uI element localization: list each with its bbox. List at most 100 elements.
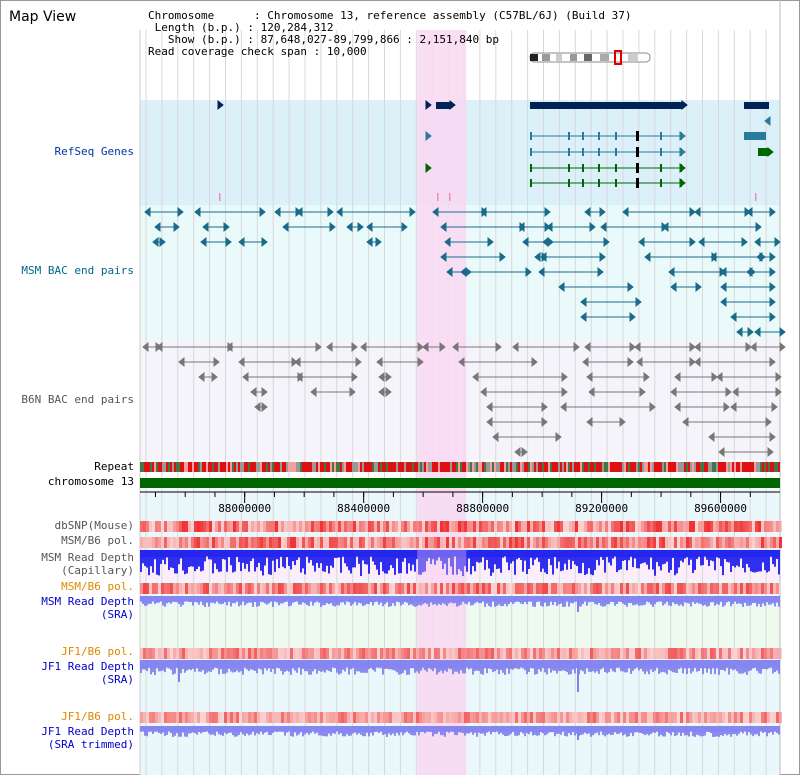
heat-cell xyxy=(152,537,155,548)
depth-bar xyxy=(356,550,358,557)
depth-bar xyxy=(280,596,282,604)
depth-bar xyxy=(434,550,436,565)
depth-bar xyxy=(536,660,538,675)
heat-cell xyxy=(479,537,482,548)
heat-cell xyxy=(779,648,782,659)
heat-cell xyxy=(734,712,737,723)
depth-bar xyxy=(744,550,746,573)
depth-bar xyxy=(768,726,770,734)
track-label-jf1-b6-pol-2[interactable]: JF1/B6 pol. xyxy=(61,710,134,723)
depth-bar xyxy=(732,550,734,566)
repeat-element xyxy=(690,462,692,472)
track-label-jf1-depth-sra[interactable]: JF1 Read Depth xyxy=(41,660,134,673)
heat-cell xyxy=(491,648,494,659)
feature-arrow xyxy=(589,221,596,233)
depth-bar xyxy=(538,726,540,736)
depth-bar xyxy=(636,596,638,605)
heat-cell xyxy=(290,648,293,659)
repeat-element xyxy=(308,462,310,472)
track-label-b6n-bac[interactable]: B6N BAC end pairs xyxy=(21,393,134,406)
heat-cell xyxy=(641,583,644,594)
heat-cell xyxy=(323,521,326,532)
depth-bar xyxy=(628,596,630,604)
depth-bar xyxy=(328,550,330,574)
depth-bar xyxy=(704,596,706,605)
depth-bar xyxy=(430,660,432,670)
track-label-refseq-genes[interactable]: RefSeq Genes xyxy=(54,145,134,158)
show-key: Show (b.p.) xyxy=(167,33,241,46)
depth-bar xyxy=(536,596,538,602)
repeat-element xyxy=(680,462,682,472)
track-label-chromosome[interactable]: chromosome 13 xyxy=(47,475,134,488)
heat-cell xyxy=(263,537,266,548)
heat-cell xyxy=(596,712,599,723)
heat-cell xyxy=(557,521,560,532)
track-label-msm-bac[interactable]: MSM BAC end pairs xyxy=(21,264,134,277)
heat-cell xyxy=(662,648,665,659)
track-label-dbsnp[interactable]: dbSNP(Mouse) xyxy=(54,519,134,532)
depth-bar xyxy=(380,660,382,668)
feature-arrow xyxy=(674,401,681,413)
depth-bar xyxy=(162,596,164,606)
depth-bar xyxy=(408,660,410,675)
heat-cell xyxy=(530,521,533,532)
heat-cell xyxy=(215,712,218,723)
repeat-element xyxy=(364,462,366,472)
depth-bar xyxy=(206,596,208,603)
depth-bar xyxy=(148,726,150,732)
heat-cell xyxy=(770,521,773,532)
depth-bar xyxy=(414,596,416,607)
depth-bar xyxy=(306,596,308,606)
heat-cell xyxy=(746,712,749,723)
depth-bar xyxy=(702,726,704,737)
depth-bar xyxy=(668,550,670,573)
depth-bar xyxy=(370,550,372,557)
depth-bar xyxy=(658,660,660,674)
repeat-element xyxy=(396,462,398,472)
track-label-msm-depth-sra[interactable]: MSM Read Depth xyxy=(41,595,134,608)
depth-bar xyxy=(606,660,608,674)
track-label-msm-b6-pol-2[interactable]: MSM/B6 pol. xyxy=(61,580,134,593)
repeat-element xyxy=(628,462,630,472)
repeat-element xyxy=(348,462,350,472)
depth-bar xyxy=(554,550,556,558)
depth-bar xyxy=(472,550,474,567)
depth-bar xyxy=(426,660,428,672)
depth-bar xyxy=(400,660,402,675)
depth-bar xyxy=(698,726,700,736)
depth-bar xyxy=(764,550,766,571)
depth-bar xyxy=(744,726,746,732)
heat-cell xyxy=(407,648,410,659)
depth-bar xyxy=(516,550,518,560)
heat-cell xyxy=(143,537,146,548)
heat-cell xyxy=(533,648,536,659)
heat-cell xyxy=(521,583,524,594)
heat-cell xyxy=(170,521,173,532)
depth-bar xyxy=(170,596,172,604)
depth-bar xyxy=(434,596,436,605)
depth-bar xyxy=(166,726,168,735)
repeat-element xyxy=(748,462,750,472)
depth-bar xyxy=(450,550,452,567)
heat-cell xyxy=(191,648,194,659)
track-label-msm-b6-pol-1[interactable]: MSM/B6 pol. xyxy=(61,534,134,547)
repeat-element xyxy=(322,462,324,472)
heat-cell xyxy=(764,537,767,548)
heat-cell xyxy=(437,648,440,659)
heat-cell xyxy=(158,521,161,532)
heat-cell xyxy=(224,583,227,594)
track-label-jf1-depth-trim[interactable]: JF1 Read Depth xyxy=(41,725,134,738)
heat-cell xyxy=(614,712,617,723)
track-label-repeat[interactable]: Repeat xyxy=(94,460,134,473)
heat-cell xyxy=(323,648,326,659)
heat-cell xyxy=(518,537,521,548)
repeat-element xyxy=(224,462,226,472)
heat-cell xyxy=(647,583,650,594)
heat-cell xyxy=(734,648,737,659)
track-label-jf1-b6-pol-1[interactable]: JF1/B6 pol. xyxy=(61,645,134,658)
heat-cell xyxy=(491,712,494,723)
heat-cell xyxy=(140,712,143,723)
depth-bar xyxy=(390,550,392,566)
track-label-msm-depth-cap[interactable]: MSM Read Depth xyxy=(41,551,134,564)
